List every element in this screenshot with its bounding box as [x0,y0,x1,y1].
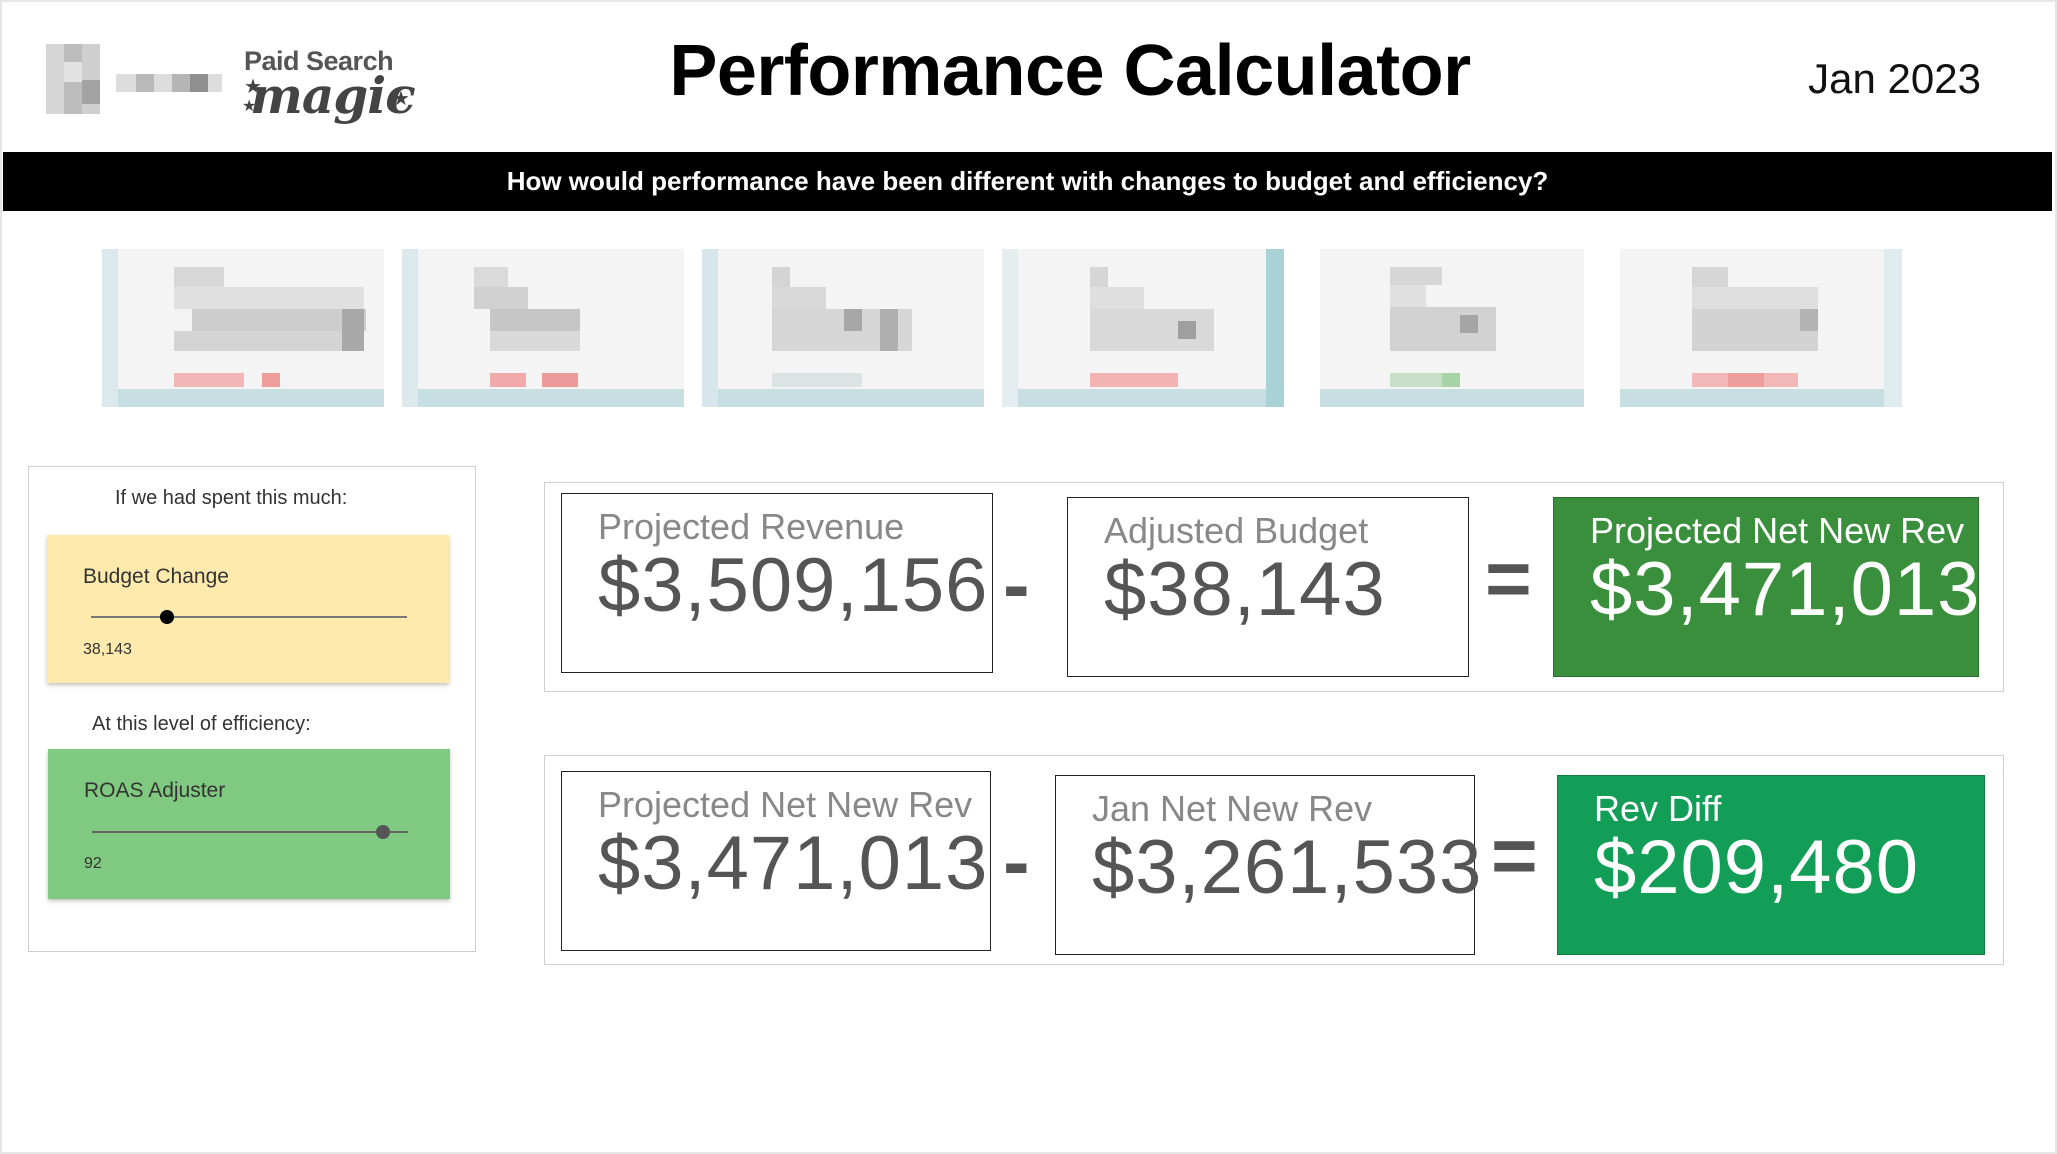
redacted-scorecard [1002,249,1284,407]
roas-slider-value: 92 [84,855,102,872]
redacted-scorecard [402,249,684,407]
box-label: Adjusted Budget [1104,510,1369,551]
redacted-scorecard [1320,249,1584,407]
star-icon: ★ [244,76,262,98]
star-icon: ★ [392,88,410,110]
slider-thumb[interactable] [375,825,390,839]
box-label: Projected Revenue [598,506,905,547]
projected-net-new-rev-box: Projected Net New Rev $3,471,013 [561,771,991,951]
redacted-logo [46,44,222,114]
adjusted-budget-box: Adjusted Budget $38,143 [1067,497,1469,677]
equation-row-diff: Projected Net New Rev $3,471,013 - Jan N… [544,755,2004,965]
spend-label: If we had spent this much: [115,487,348,509]
box-value: $3,471,013 [598,821,989,906]
minus-operator: - [1003,540,1030,629]
box-label: Projected Net New Rev [1590,510,1965,551]
box-label: Jan Net New Rev [1092,788,1373,829]
question-banner: How would performance have been differen… [3,152,2052,211]
roas-adjuster-slider[interactable]: ROAS Adjuster 92 [48,749,450,899]
box-label: Rev Diff [1594,788,1722,829]
minus-operator: - [1003,817,1030,906]
box-label: Projected Net New Rev [598,784,973,825]
equation-row-projected: Projected Revenue $3,509,156 - Adjusted … [544,482,2004,692]
date-label: Jan 2023 [1808,55,1981,102]
box-value: $3,471,013 [1590,547,1981,632]
controls-panel: If we had spent this much: Budget Change… [28,466,476,952]
star-icon: ★ [242,98,257,115]
box-value: $209,480 [1594,825,1919,910]
redacted-scorecards [102,249,1902,407]
redacted-scorecard [102,249,384,407]
rev-diff-box: Rev Diff $209,480 [1557,775,1985,955]
budget-slider-value: 38,143 [83,641,132,658]
equals-operator: = [1485,534,1532,623]
redacted-scorecard [702,249,984,407]
box-value: $38,143 [1104,547,1386,632]
slider-track[interactable] [91,616,407,618]
slider-thumb[interactable] [159,610,174,624]
projected-net-new-rev-box: Projected Net New Rev $3,471,013 [1553,497,1979,677]
box-value: $3,509,156 [598,543,989,628]
budget-slider-name: Budget Change [83,565,229,588]
roas-slider-name: ROAS Adjuster [84,779,226,802]
projected-revenue-box: Projected Revenue $3,509,156 [561,493,993,673]
budget-change-slider[interactable]: Budget Change 38,143 [47,535,449,683]
slider-track[interactable] [92,831,408,833]
jan-net-new-rev-box: Jan Net New Rev $3,261,533 [1055,775,1481,955]
efficiency-label: At this level of efficiency: [92,713,311,735]
paid-search-magic-logo: Paid Search magic ★ ★ ★ [242,46,416,125]
redacted-scorecard [1620,249,1902,407]
equals-operator: = [1491,811,1538,900]
page-title: Performance Calculator [669,31,1471,111]
box-value: $3,261,533 [1092,825,1483,910]
